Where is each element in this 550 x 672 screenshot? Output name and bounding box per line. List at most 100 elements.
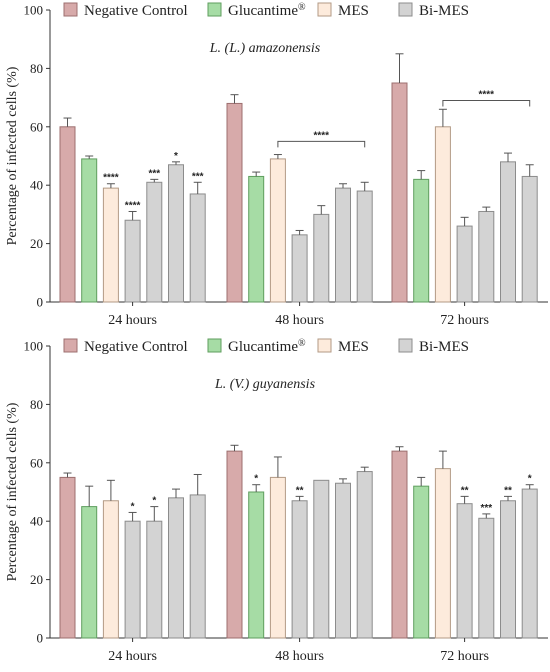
legend-label-text: Bi-MES [419,3,469,19]
y-tick-label: 40 [30,514,43,529]
legend-item: MES [317,338,369,355]
bar [356,190,373,303]
legend-label: Negative Control [84,3,188,19]
bar [291,500,308,639]
legend-label-text: Bi-MES [419,339,469,355]
bar [313,479,330,639]
significance-marker: **** [103,173,119,184]
legend-label: MES [338,3,369,19]
legend-label-text: Negative Control [84,339,188,355]
bar [434,468,451,639]
bar [291,234,308,303]
x-category-label: 72 hours [440,649,489,664]
bar [81,158,98,303]
bar [356,471,373,639]
y-tick-label: 100 [24,3,44,18]
bar [226,102,243,303]
bracket-significance-marker: **** [479,90,495,101]
legend-label-text: Glucantime [228,339,298,355]
significance-marker: * [528,474,532,485]
legend-swatch [63,2,78,17]
bar [59,126,76,303]
bar [248,175,265,303]
chart-title: L. (L.) amazonensis [209,41,321,56]
legend-label-superscript: ® [298,2,306,13]
bar [500,161,516,303]
bar [434,126,451,303]
bar [168,164,184,303]
bar [335,187,351,303]
legend-item: Negative Control [63,338,188,355]
legend-item: Glucantime® [207,338,306,356]
significance-marker: *** [480,503,492,514]
legend-label-text: MES [338,339,369,355]
legend-label: MES [338,339,369,355]
bar [124,520,141,639]
bar [478,517,495,639]
legend-swatch [398,2,413,17]
significance-bracket [277,140,366,148]
legend-label: Glucantime® [228,338,306,356]
y-axis-label: Percentage of infected cells (%) [5,402,20,581]
legend-item: Negative Control [63,2,188,19]
bar [248,491,265,639]
legend-swatch [63,338,78,353]
significance-marker: * [152,496,156,507]
bar [269,158,286,303]
legend-label: Bi-MES [419,3,469,19]
y-tick-label: 60 [30,455,43,470]
bar [313,213,330,303]
y-tick-label: 80 [30,397,43,412]
y-tick-label: 40 [30,178,43,193]
bar [478,210,495,303]
bar [521,488,538,639]
significance-marker: * [254,474,258,485]
bar [146,181,163,303]
bar [102,500,119,639]
bar [168,497,184,639]
y-axis-label: Percentage of infected cells (%) [5,66,20,245]
bar [59,476,76,639]
legend-label: Glucantime® [228,2,306,20]
legend-swatch [317,338,332,353]
bar [521,175,538,303]
bar [102,187,119,303]
x-category-label: 24 hours [108,649,157,664]
significance-bracket [442,100,531,107]
legend-label-text: MES [338,3,369,19]
bar [226,450,243,639]
significance-marker: * [174,151,178,162]
legend-item: Glucantime® [207,2,306,20]
bar [124,219,141,303]
bar [500,500,516,639]
bar [391,450,408,639]
significance-marker: * [131,501,135,512]
bar [146,520,163,639]
legend-label: Bi-MES [419,339,469,355]
bar [456,225,473,303]
bar [335,482,351,639]
x-category-label: 72 hours [440,313,489,328]
significance-marker: *** [148,168,160,179]
significance-marker: ** [296,485,304,496]
chart-panel-guyanensis: Percentage of infected cells (%) 0 20 40 60 8… [5,338,548,664]
legend-swatch [398,338,413,353]
significance-marker: ** [461,485,469,496]
bar [269,476,286,639]
legend-item: Bi-MES [398,2,469,19]
bar [456,503,473,639]
x-category-label: 48 hours [275,313,324,328]
legend-swatch [317,2,332,17]
legend-label-text: Negative Control [84,3,188,19]
legend-item: MES [317,2,369,19]
x-category-label: 48 hours [275,649,324,664]
legend-label-superscript: ® [298,338,306,349]
legend-swatch [207,338,222,353]
bar [413,178,430,303]
chart-title: L. (V.) guyanensis [214,377,316,392]
significance-marker: ** [504,485,512,496]
bar [391,82,408,303]
chart-panel-amazonensis: Percentage of infected cells (%) 0 20 40 60 8… [5,2,548,328]
y-tick-label: 60 [30,119,43,134]
